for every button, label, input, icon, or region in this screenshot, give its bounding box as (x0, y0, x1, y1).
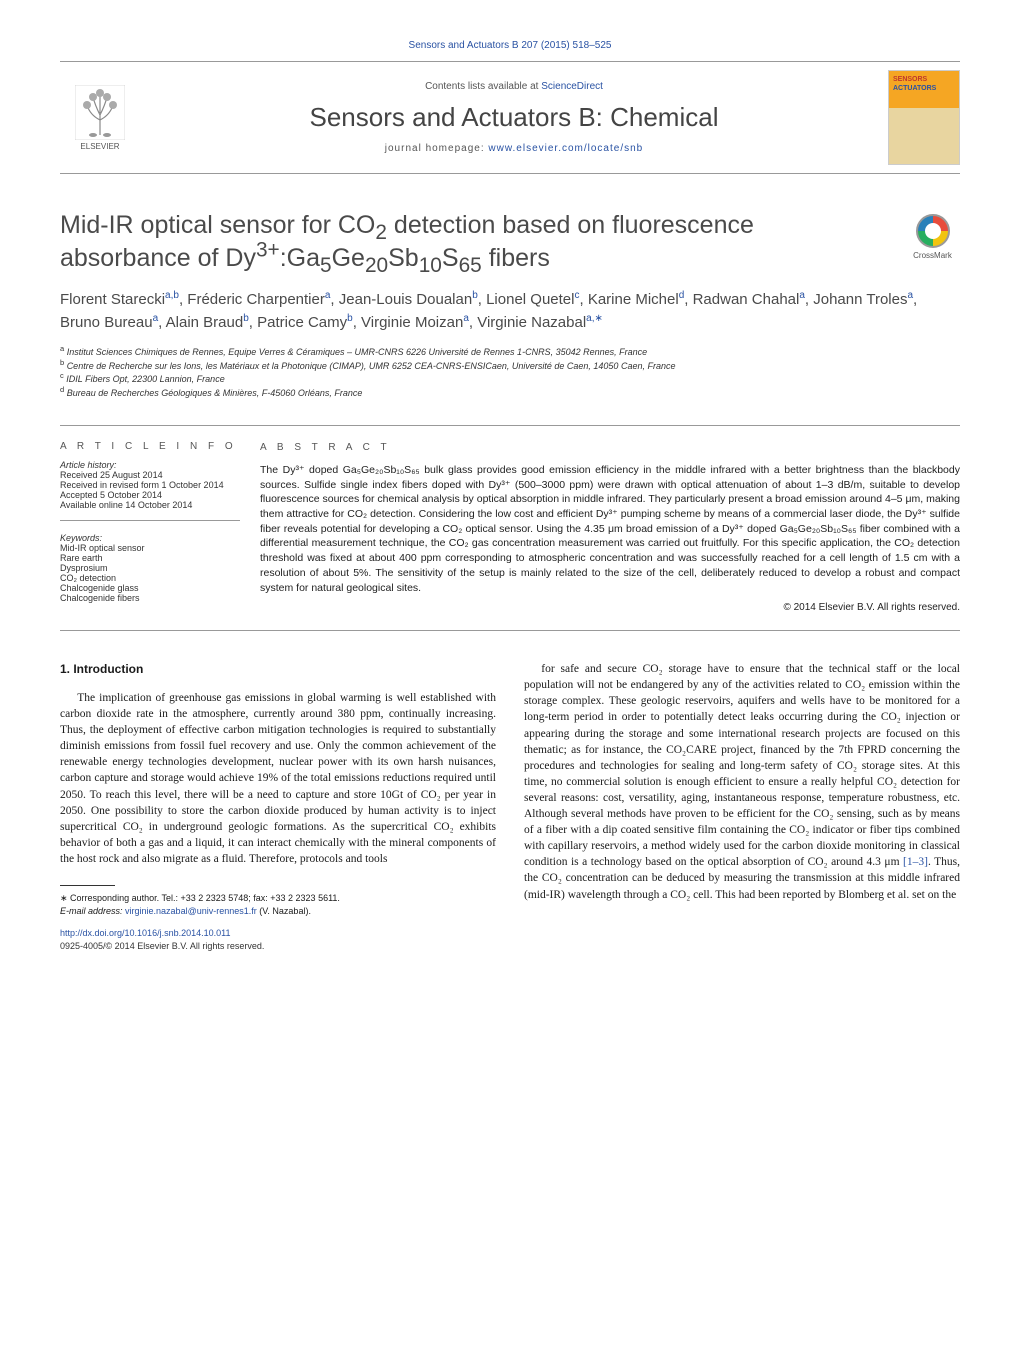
contents-available: Contents lists available at ScienceDirec… (140, 81, 888, 92)
homepage-link[interactable]: www.elsevier.com/locate/snb (488, 143, 643, 154)
keyword: CO₂ detection (60, 573, 116, 583)
article-history: Article history: Received 25 August 2014… (60, 460, 240, 521)
section-heading-introduction: 1. Introduction (60, 661, 496, 678)
journal-header-bar: ELSEVIER Contents lists available at Sci… (60, 61, 960, 174)
article-title: Mid-IR optical sensor for CO2 detection … (60, 209, 890, 274)
intro-paragraph-col2: for safe and secure CO₂ storage have to … (524, 661, 960, 902)
elsevier-tree-icon (75, 85, 125, 140)
abstract-text: The Dy³⁺ doped Ga₅Ge₂₀Sb₁₀S₆₅ bulk glass… (260, 463, 960, 595)
body-text: 1. Introduction The implication of green… (60, 661, 960, 952)
abstract-copyright: © 2014 Elsevier B.V. All rights reserved… (260, 601, 960, 615)
crossmark-icon (916, 214, 950, 248)
abstract-label: A B S T R A C T (260, 441, 960, 455)
keywords-block: Keywords: Mid-IR optical sensor Rare ear… (60, 533, 240, 603)
publisher-name: ELSEVIER (80, 142, 119, 151)
doi-block: http://dx.doi.org/10.1016/j.snb.2014.10.… (60, 927, 496, 952)
sciencedirect-link[interactable]: ScienceDirect (541, 81, 603, 92)
article-info-abstract-section: A R T I C L E I N F O Article history: R… (60, 425, 960, 631)
footnotes: ∗ Corresponding author. Tel.: +33 2 2323… (60, 892, 496, 917)
author-list: Florent Stareckia,b, Fréderic Charpentie… (60, 289, 960, 334)
crossmark-badge[interactable]: CrossMark (905, 214, 960, 260)
keyword: Chalcogenide fibers (60, 593, 140, 603)
journal-cover-thumbnail: SENSORS ACTUATORS (888, 70, 960, 165)
keyword: Rare earth (60, 553, 103, 563)
citation-header: Sensors and Actuators B 207 (2015) 518–5… (60, 40, 960, 51)
publisher-logo: ELSEVIER (60, 73, 140, 163)
footnote-separator (60, 885, 115, 886)
intro-paragraph-col1: The implication of greenhouse gas emissi… (60, 690, 496, 867)
article-info-label: A R T I C L E I N F O (60, 441, 240, 452)
keyword: Chalcogenide glass (60, 583, 139, 593)
keyword: Mid-IR optical sensor (60, 543, 145, 553)
doi-link[interactable]: http://dx.doi.org/10.1016/j.snb.2014.10.… (60, 928, 230, 938)
keyword: Dysprosium (60, 563, 108, 573)
affiliations-list: a Institut Sciences Chimiques de Rennes,… (60, 346, 960, 400)
journal-title: Sensors and Actuators B: Chemical (140, 102, 888, 133)
reference-link[interactable]: [1–3] (903, 856, 928, 868)
crossmark-label: CrossMark (905, 251, 960, 260)
corresponding-email-link[interactable]: virginie.nazabal@univ-rennes1.fr (125, 906, 257, 916)
journal-homepage: journal homepage: www.elsevier.com/locat… (140, 143, 888, 154)
